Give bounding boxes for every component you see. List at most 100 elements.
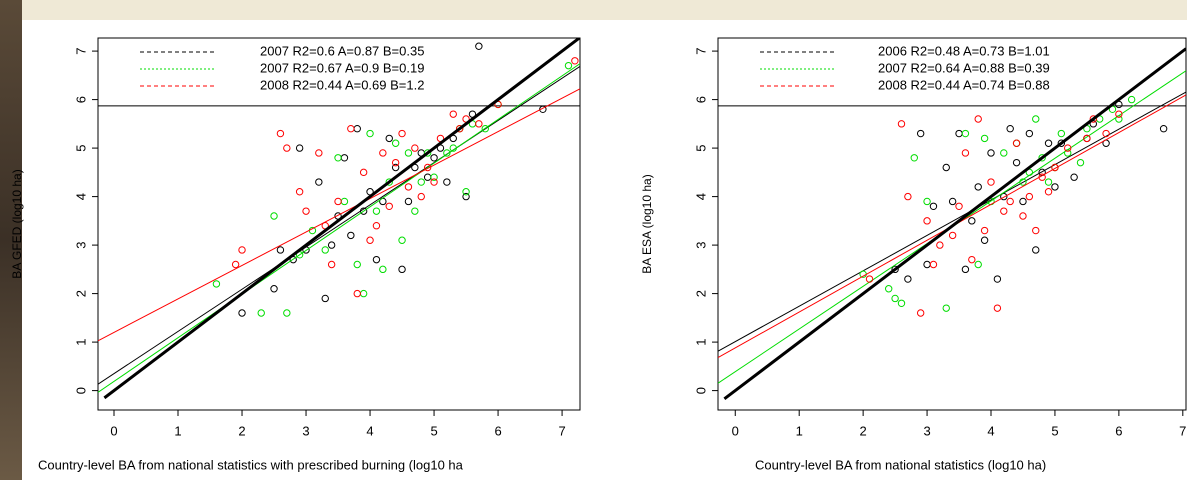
x-tick-label: 2 bbox=[238, 423, 245, 438]
point bbox=[1000, 149, 1008, 157]
x-tick-label: 3 bbox=[923, 423, 930, 438]
point bbox=[430, 154, 438, 162]
point bbox=[391, 158, 400, 167]
point bbox=[1044, 188, 1053, 196]
x-axis-label: Country-level BA from national statistic… bbox=[755, 457, 1046, 472]
point bbox=[993, 304, 1002, 312]
point bbox=[302, 207, 310, 215]
point bbox=[968, 217, 976, 225]
x-tick-label: 3 bbox=[302, 423, 309, 438]
point bbox=[391, 139, 400, 147]
point bbox=[929, 202, 938, 210]
fit-line bbox=[98, 88, 580, 342]
point bbox=[923, 260, 931, 269]
point bbox=[276, 246, 285, 254]
point bbox=[449, 144, 457, 152]
point bbox=[948, 197, 957, 206]
x-tick-label: 4 bbox=[987, 423, 994, 438]
point bbox=[1000, 192, 1008, 201]
legend-label: 2007 R2=0.64 A=0.88 B=0.39 bbox=[878, 60, 1050, 75]
point bbox=[942, 163, 950, 172]
point bbox=[385, 178, 393, 186]
point bbox=[462, 188, 470, 196]
point bbox=[916, 309, 925, 317]
point bbox=[417, 178, 425, 186]
y-tick-label: 7 bbox=[73, 47, 88, 54]
point bbox=[1044, 139, 1053, 147]
point bbox=[423, 173, 432, 181]
point bbox=[398, 129, 406, 138]
point bbox=[1032, 115, 1040, 123]
point bbox=[327, 241, 336, 249]
point bbox=[980, 236, 989, 244]
point bbox=[391, 163, 400, 172]
y-tick-label: 0 bbox=[693, 387, 708, 394]
point bbox=[885, 285, 893, 293]
point bbox=[366, 236, 374, 244]
point bbox=[270, 285, 278, 293]
plot-frame bbox=[97, 37, 581, 411]
point bbox=[910, 154, 918, 162]
x-tick-label: 4 bbox=[366, 423, 373, 438]
point bbox=[455, 124, 464, 133]
point bbox=[968, 255, 976, 264]
point bbox=[385, 134, 393, 143]
point bbox=[443, 149, 451, 157]
legend-label: 2007 R2=0.6 A=0.87 B=0.35 bbox=[260, 43, 424, 58]
point bbox=[334, 154, 342, 162]
point bbox=[955, 202, 963, 210]
point bbox=[404, 197, 413, 206]
legend-label: 2008 R2=0.44 A=0.69 B=1.2 bbox=[260, 77, 424, 92]
point bbox=[961, 129, 970, 138]
point bbox=[430, 178, 438, 186]
point bbox=[974, 115, 982, 123]
point bbox=[865, 275, 874, 283]
y-tick-label: 7 bbox=[693, 47, 708, 54]
point bbox=[353, 124, 361, 133]
point bbox=[974, 260, 982, 269]
point bbox=[404, 149, 413, 157]
point bbox=[1057, 129, 1066, 138]
x-axis-label: Country-level BA from national statistic… bbox=[38, 457, 464, 472]
y-tick-label: 3 bbox=[693, 241, 708, 248]
point bbox=[372, 207, 381, 215]
x-tick-label: 6 bbox=[1115, 423, 1122, 438]
point bbox=[1051, 163, 1059, 172]
point bbox=[475, 42, 483, 50]
point bbox=[1006, 124, 1014, 133]
x-tick-label: 0 bbox=[732, 423, 739, 438]
point bbox=[1076, 158, 1085, 167]
point bbox=[1115, 115, 1123, 123]
point bbox=[481, 124, 489, 133]
point bbox=[1089, 115, 1097, 123]
point bbox=[1038, 173, 1046, 181]
point bbox=[961, 265, 970, 274]
point bbox=[295, 188, 304, 196]
point bbox=[283, 309, 291, 317]
identity-line bbox=[103, 38, 580, 400]
point bbox=[1044, 178, 1053, 186]
point bbox=[417, 192, 425, 201]
point bbox=[212, 280, 221, 288]
point bbox=[398, 236, 406, 244]
point bbox=[1051, 183, 1059, 191]
point bbox=[385, 202, 393, 210]
point bbox=[897, 299, 906, 307]
x-tick-label: 1 bbox=[174, 423, 181, 438]
point bbox=[359, 207, 368, 215]
point bbox=[974, 183, 982, 191]
y-axis-label: BA ESA (log10 ha) bbox=[640, 174, 654, 273]
point bbox=[462, 192, 470, 201]
point bbox=[398, 265, 406, 274]
point bbox=[942, 304, 950, 312]
point bbox=[993, 275, 1002, 283]
point bbox=[955, 129, 963, 138]
x-tick-label: 7 bbox=[558, 423, 565, 438]
y-tick-label: 4 bbox=[73, 193, 88, 200]
point bbox=[423, 149, 432, 157]
point bbox=[987, 178, 995, 186]
point bbox=[347, 231, 355, 240]
point bbox=[916, 129, 925, 138]
point bbox=[1159, 124, 1168, 133]
